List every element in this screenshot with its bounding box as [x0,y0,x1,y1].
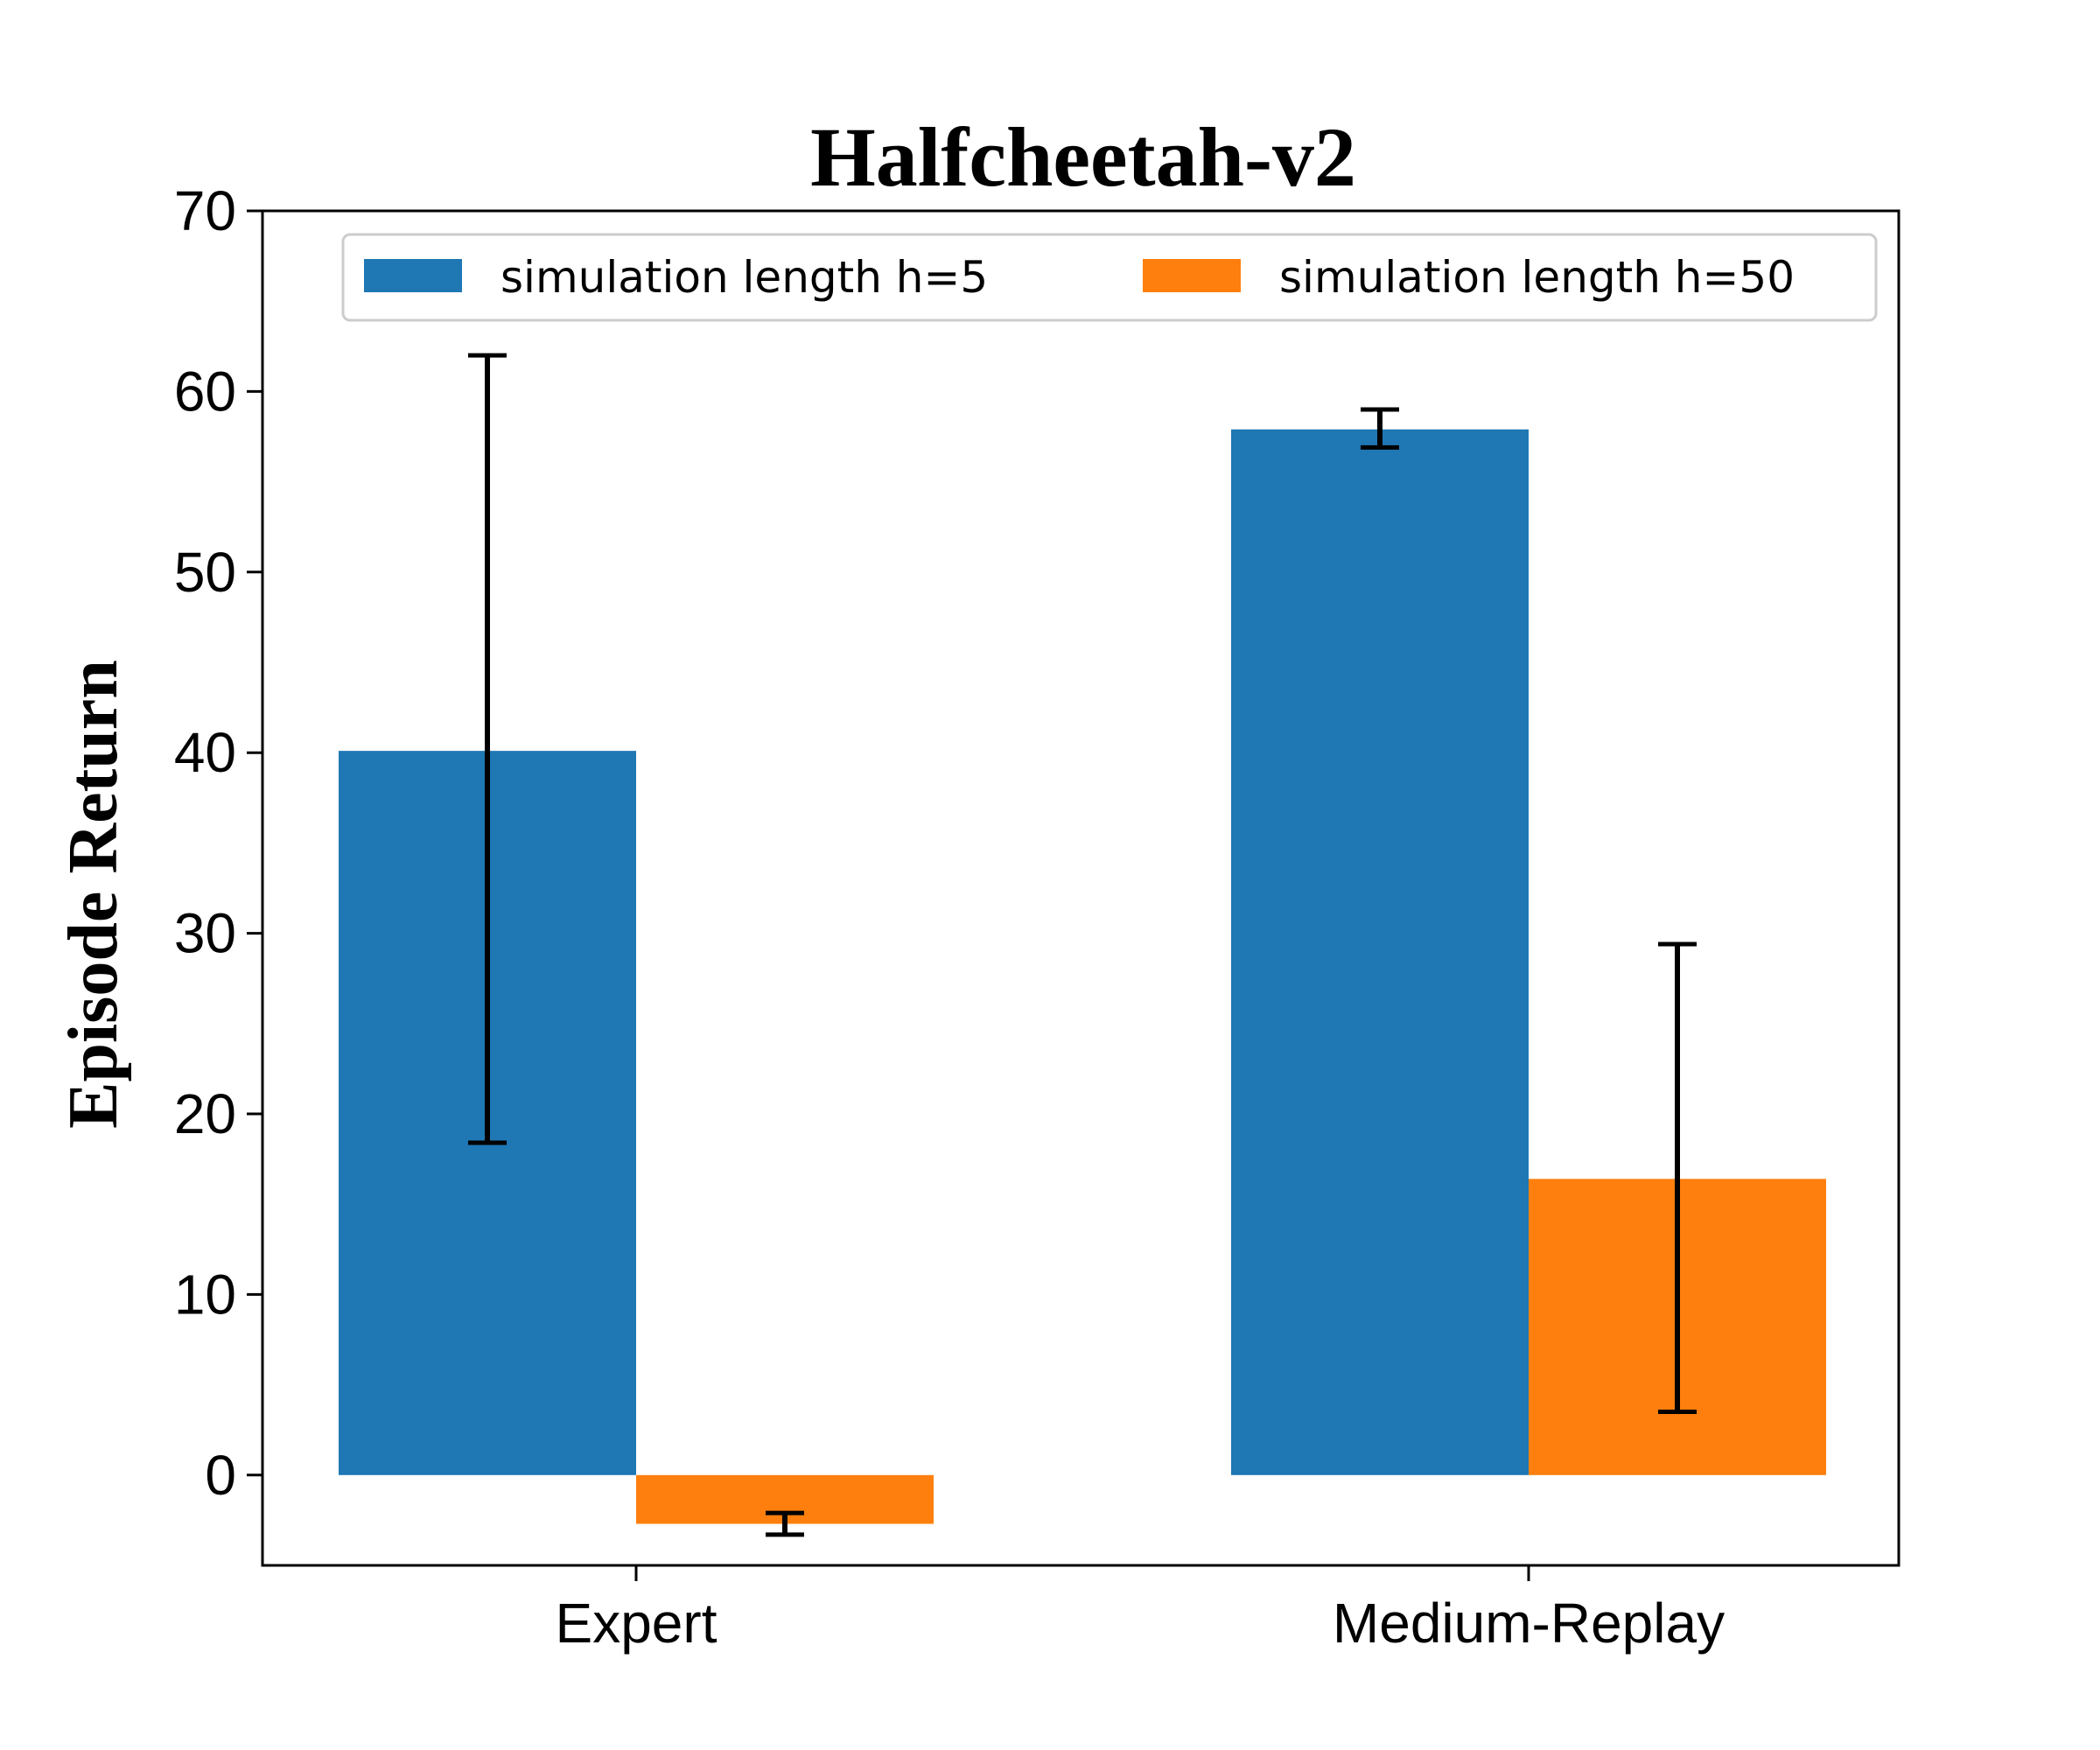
y-tick-label-40: 40 [174,721,236,784]
plot-area: 0 10 20 30 40 50 60 70 Expert Medium-Replay [174,179,1826,1655]
chart-title: Halfcheetah-v2 [810,110,1356,204]
x-tick-label-medium-replay: Medium-Replay [1333,1592,1725,1655]
y-tick-label-70: 70 [174,179,236,242]
y-tick-label-60: 60 [174,360,236,423]
legend-label-h50: simulation length h=50 [1279,252,1795,303]
legend-label-h5: simulation length h=5 [500,252,988,303]
legend-box [341,233,1878,322]
axes-frame [261,209,1900,1567]
y-tick-label-10: 10 [174,1263,236,1326]
y-tick-label-50: 50 [174,541,236,604]
legend: simulation length h=5 simulation length … [341,233,1878,322]
y-tick-label-30: 30 [174,902,236,965]
bar-h5-medium-replay [1231,429,1529,1475]
legend-swatch-h50 [1143,259,1241,292]
legend-swatch-h5 [364,259,462,292]
y-tick-label-20: 20 [174,1082,236,1145]
y-axis-label: Episode Return [55,660,132,1129]
y-tick-label-0: 0 [205,1444,236,1507]
x-tick-label-expert: Expert [556,1592,718,1655]
